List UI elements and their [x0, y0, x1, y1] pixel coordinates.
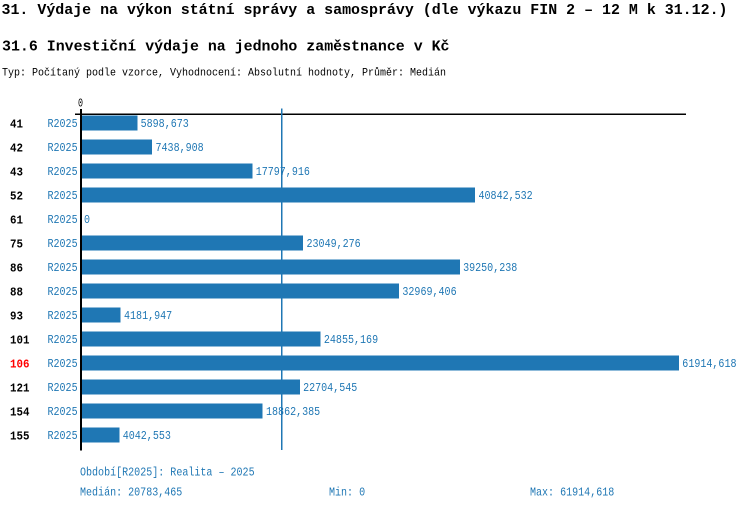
svg-text:R2025: R2025 [48, 309, 78, 323]
svg-text:R2025: R2025 [48, 357, 78, 371]
svg-text:R2025: R2025 [48, 165, 78, 179]
svg-text:32969,406: 32969,406 [402, 285, 456, 299]
svg-text:R2025: R2025 [48, 381, 78, 395]
svg-text:Max: 61914,618: Max: 61914,618 [530, 486, 614, 500]
svg-text:106: 106 [10, 358, 30, 372]
svg-text:4181,947: 4181,947 [124, 309, 172, 323]
svg-text:R2025: R2025 [48, 285, 78, 299]
svg-text:75: 75 [10, 238, 23, 252]
svg-text:43: 43 [10, 166, 23, 180]
svg-text:4042,553: 4042,553 [123, 429, 171, 443]
svg-text:22704,545: 22704,545 [303, 381, 357, 395]
svg-text:88: 88 [10, 286, 23, 300]
svg-text:52: 52 [10, 190, 23, 204]
svg-text:39250,238: 39250,238 [463, 261, 517, 275]
svg-text:7438,908: 7438,908 [156, 141, 204, 155]
svg-text:61: 61 [10, 214, 23, 228]
svg-text:154: 154 [10, 406, 30, 420]
svg-text:18862,385: 18862,385 [266, 405, 320, 419]
svg-text:0: 0 [84, 213, 90, 227]
svg-text:R2025: R2025 [48, 141, 78, 155]
svg-text:R2025: R2025 [48, 189, 78, 203]
svg-text:R2025: R2025 [48, 117, 78, 131]
svg-text:23049,276: 23049,276 [307, 237, 361, 251]
svg-text:Medián: 20783,465: Medián: 20783,465 [80, 486, 182, 500]
svg-text:17797,916: 17797,916 [256, 165, 310, 179]
svg-text:5898,673: 5898,673 [141, 117, 189, 131]
svg-text:31.6 Investiční výdaje na jedn: 31.6 Investiční výdaje na jednoho zaměst… [2, 40, 450, 56]
svg-text:R2025: R2025 [48, 261, 78, 275]
svg-text:42: 42 [10, 142, 23, 156]
svg-text:31. Výdaje na výkon státní spr: 31. Výdaje na výkon státní správy a samo… [2, 3, 728, 19]
svg-text:R2025: R2025 [48, 213, 78, 227]
svg-text:R2025: R2025 [48, 429, 78, 443]
svg-text:R2025: R2025 [48, 237, 78, 251]
svg-text:Min: 0: Min: 0 [329, 486, 365, 500]
svg-text:93: 93 [10, 310, 23, 324]
svg-text:61914,618: 61914,618 [682, 357, 736, 371]
svg-text:0: 0 [78, 97, 83, 111]
svg-text:R2025: R2025 [48, 333, 78, 347]
svg-text:155: 155 [10, 430, 30, 444]
svg-text:121: 121 [10, 382, 30, 396]
svg-text:101: 101 [10, 334, 30, 348]
svg-text:24855,169: 24855,169 [324, 333, 378, 347]
svg-text:41: 41 [10, 118, 23, 132]
svg-text:Období[R2025]: Realita – 2025: Období[R2025]: Realita – 2025 [80, 466, 255, 480]
svg-text:40842,532: 40842,532 [479, 189, 533, 203]
svg-text:86: 86 [10, 262, 23, 276]
svg-text:R2025: R2025 [48, 405, 78, 419]
svg-text:Typ: Počítaný podle vzorce, Vy: Typ: Počítaný podle vzorce, Vyhodnocení:… [2, 66, 446, 79]
